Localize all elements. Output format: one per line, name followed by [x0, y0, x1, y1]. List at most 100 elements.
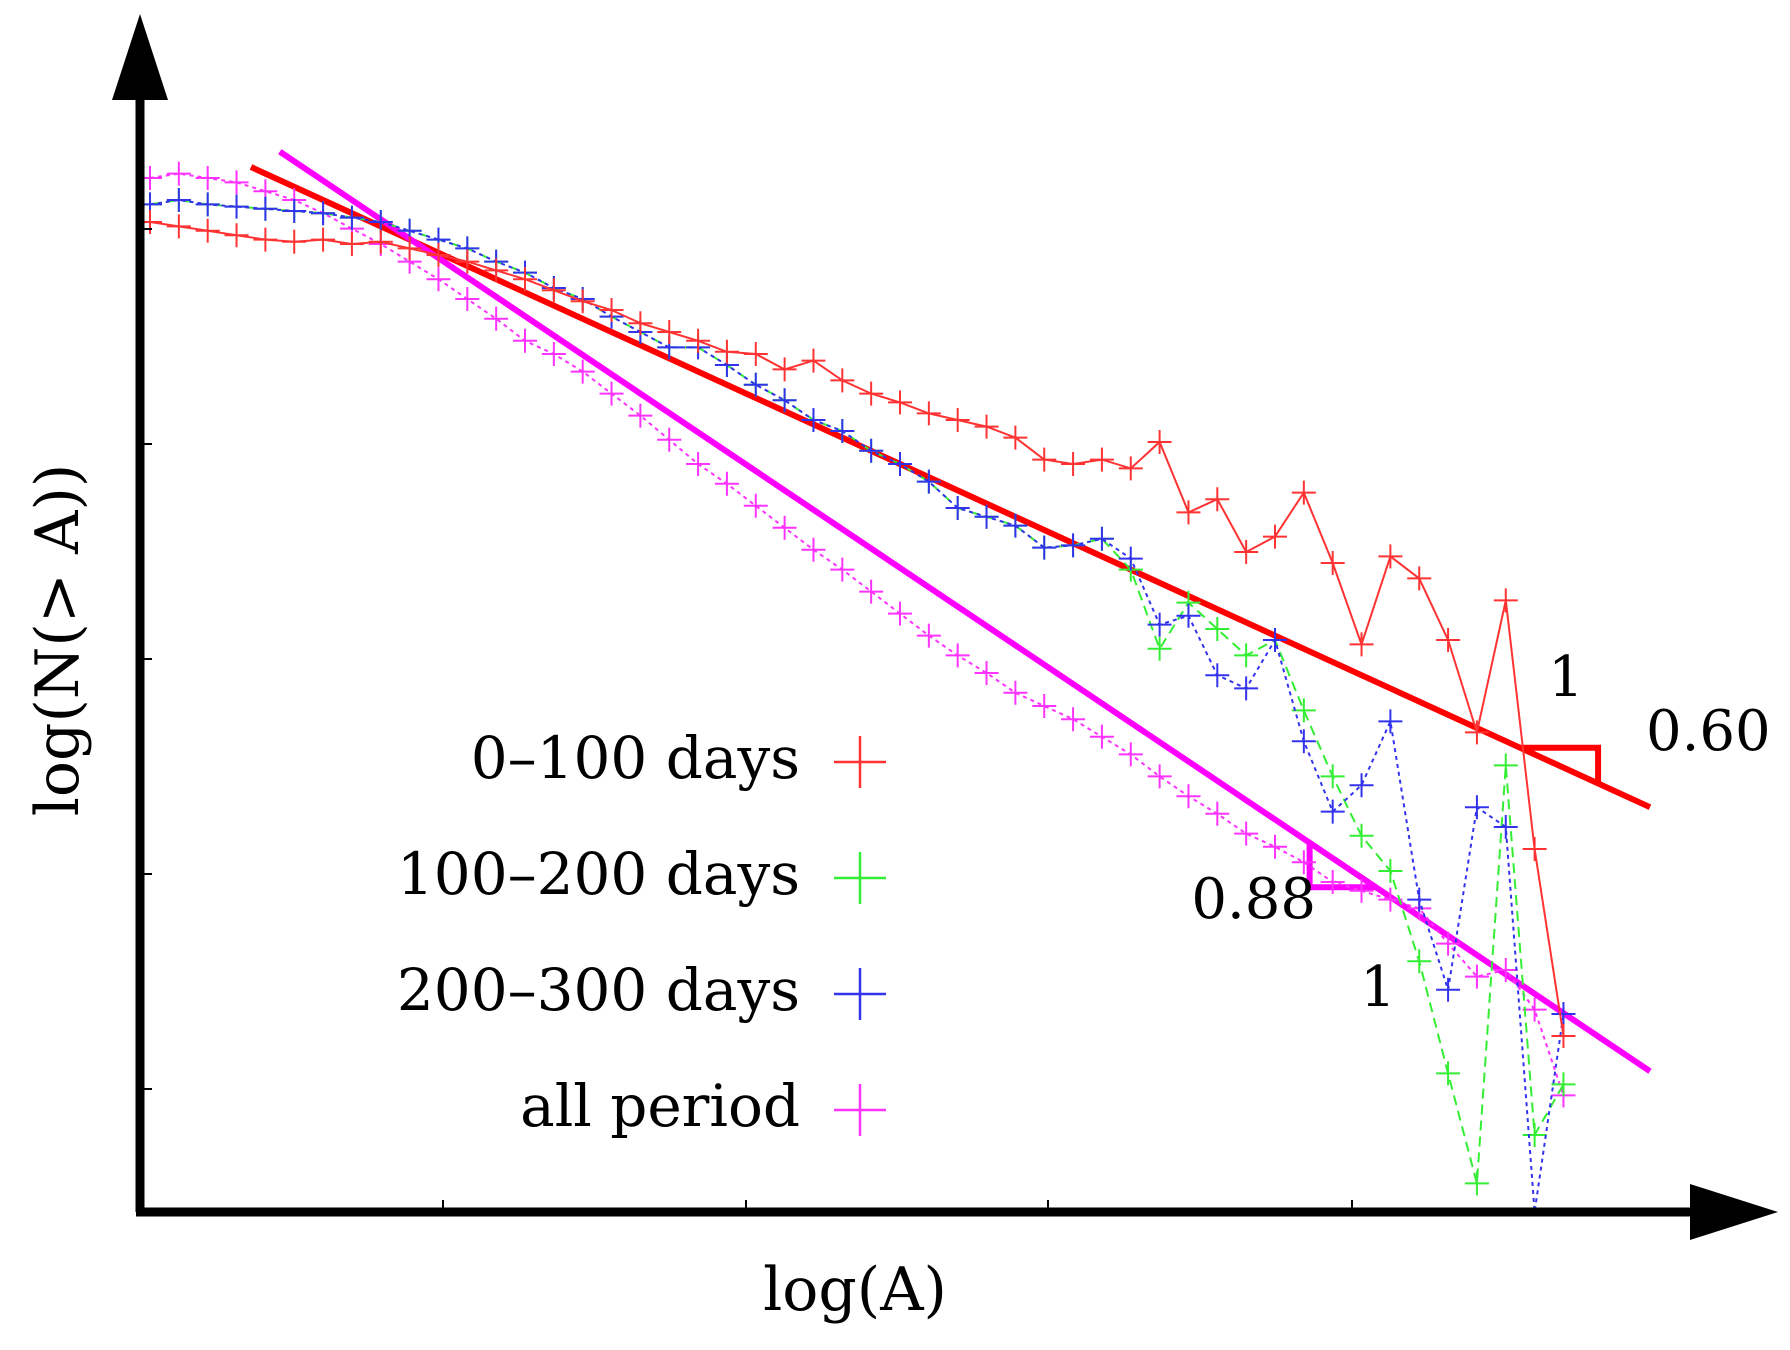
data-point [1234, 540, 1259, 564]
data-point [1464, 964, 1489, 989]
data-point [1291, 850, 1316, 875]
data-point [974, 504, 999, 529]
data-point [541, 278, 566, 303]
data-point [1551, 1002, 1576, 1026]
data-point [166, 188, 191, 212]
data-point [1407, 566, 1432, 591]
data-point [1320, 764, 1345, 789]
legend-marker-2 [834, 852, 886, 904]
fit-lines [249, 149, 1652, 1074]
red-slope-rise-label: 0.60 [1646, 699, 1771, 764]
data-point [455, 249, 480, 274]
data-point [1291, 480, 1316, 505]
data-point [1205, 617, 1230, 641]
legend-marker-3 [834, 968, 886, 1020]
fit-line-2 [278, 149, 1652, 1074]
data-point [339, 205, 364, 230]
data-point [311, 227, 336, 252]
data-point [1320, 870, 1345, 894]
data-point [945, 643, 970, 668]
data-point [714, 471, 739, 496]
data-point [945, 408, 970, 432]
data-point [513, 328, 537, 353]
data-point [1003, 425, 1028, 450]
data-point [1147, 764, 1172, 789]
data-point [1147, 612, 1172, 637]
data-point [830, 557, 855, 582]
data-point [599, 298, 624, 322]
data-point [513, 267, 537, 292]
data-point [570, 359, 595, 384]
data-point [657, 320, 682, 344]
data-point [1436, 628, 1461, 652]
data-point [253, 196, 278, 221]
data-point [1407, 949, 1432, 974]
data-point [657, 427, 682, 452]
data-point [397, 236, 422, 261]
series-line [149, 198, 1565, 1213]
x-axis-label: log(A) [763, 1255, 947, 1325]
data-point [628, 403, 653, 428]
data-point [484, 306, 509, 331]
x-axis-arrowhead [1690, 1184, 1778, 1240]
data-point [1522, 837, 1547, 861]
data-point [859, 438, 884, 463]
data-point [1263, 524, 1287, 549]
data-point [1349, 773, 1374, 798]
data-point [1147, 636, 1172, 661]
data-point [1349, 632, 1374, 657]
data-point [1349, 878, 1374, 903]
data-point [166, 214, 191, 239]
fit-line-1 [249, 164, 1652, 810]
data-point [1032, 535, 1057, 560]
data-point [772, 515, 797, 540]
data-point [1061, 452, 1086, 476]
data-point [743, 493, 768, 518]
data-point [801, 537, 826, 562]
series-3 [138, 188, 1576, 1213]
data-point [1320, 551, 1345, 575]
data-point [1551, 1072, 1576, 1097]
data-point [195, 218, 220, 243]
data-point [1464, 1171, 1489, 1196]
data-series [138, 161, 1576, 1213]
data-point [1493, 958, 1518, 982]
data-point [253, 227, 278, 252]
data-point [1407, 887, 1432, 912]
data-point [599, 381, 624, 406]
data-point [1551, 1024, 1576, 1048]
data-point [743, 342, 768, 366]
y-axis-label: log(N(> A)) [23, 464, 93, 817]
data-point [1464, 795, 1489, 820]
data-point [1378, 859, 1403, 883]
data-point [974, 661, 999, 685]
data-point [1176, 784, 1201, 809]
data-point [1003, 680, 1028, 705]
data-point [1032, 447, 1057, 472]
data-point [772, 388, 797, 413]
data-point [541, 342, 566, 366]
legend-label-200-300: 200–300 days [397, 956, 800, 1024]
data-point [772, 357, 797, 382]
data-point [426, 243, 451, 267]
axis-ticks [140, 228, 1353, 1212]
data-point [628, 311, 653, 336]
data-point [311, 201, 336, 226]
data-point [484, 258, 509, 283]
data-point [1061, 707, 1086, 732]
data-point [916, 401, 941, 426]
magenta-slope-run-label: 1 [1360, 955, 1396, 1020]
data-point [1118, 742, 1143, 767]
data-point [1493, 753, 1518, 778]
data-point [195, 166, 220, 190]
data-point [1089, 526, 1114, 551]
data-point [1378, 709, 1403, 734]
series-1 [138, 210, 1576, 1048]
data-point [282, 199, 307, 223]
data-point [801, 408, 826, 432]
data-point [1118, 456, 1143, 481]
data-point [974, 414, 999, 439]
data-point [224, 194, 249, 219]
data-point [426, 267, 451, 292]
